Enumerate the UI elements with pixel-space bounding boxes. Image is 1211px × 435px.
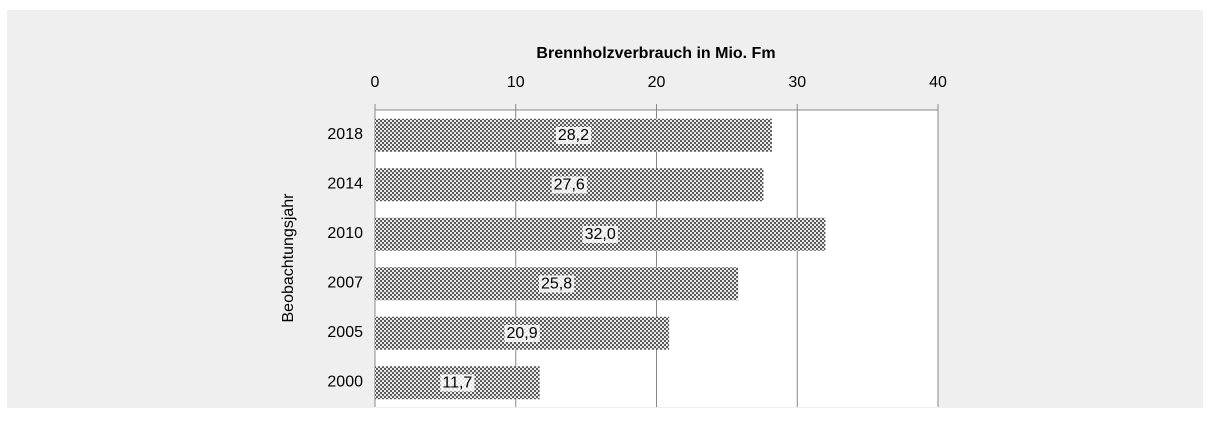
- y-tick-label: 2005: [327, 324, 363, 341]
- y-axis-label: Beobachtungsjahr: [280, 193, 297, 323]
- y-tick-label: 2018: [327, 126, 363, 143]
- x-tick-label: 40: [929, 74, 947, 91]
- data-label-bg: [504, 324, 540, 342]
- data-label-bg: [555, 126, 592, 144]
- chart-title: Brennholzverbrauch in Mio. Fm: [536, 45, 775, 62]
- data-label: 32,0: [585, 226, 616, 243]
- x-tick-label: 0: [371, 74, 380, 91]
- data-label: 20,9: [507, 325, 538, 342]
- data-label-bg: [440, 374, 475, 392]
- data-label: 25,8: [541, 275, 572, 292]
- data-label-bg: [538, 275, 575, 293]
- y-tick-label: 2010: [327, 225, 363, 242]
- y-tick-label: 2000: [327, 373, 363, 390]
- y-tick-label: 2007: [327, 274, 363, 291]
- x-tick-label: 10: [507, 74, 525, 91]
- x-tick-label: 20: [648, 74, 666, 91]
- data-label-bg: [551, 176, 587, 194]
- x-tick-label: 30: [788, 74, 806, 91]
- y-tick-label: 2014: [327, 175, 363, 192]
- data-label: 11,7: [442, 374, 472, 391]
- data-label: 27,6: [554, 176, 585, 193]
- data-label: 28,2: [558, 127, 589, 144]
- data-label-bg: [582, 225, 618, 243]
